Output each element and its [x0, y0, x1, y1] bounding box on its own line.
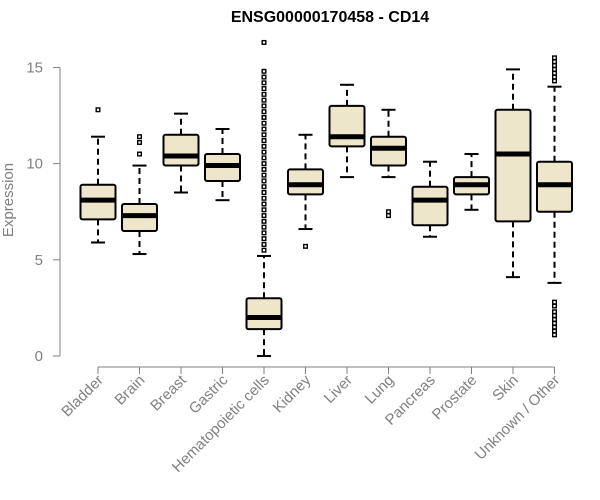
- outlier-point: [261, 207, 267, 213]
- outlier-point: [303, 243, 309, 249]
- outlier-point: [552, 78, 558, 84]
- y-axis: 0 5 10 15: [26, 59, 61, 365]
- outlier-point: [552, 74, 558, 80]
- box-group: [79, 39, 573, 357]
- iqr-box: [328, 104, 366, 148]
- iqr-box: [370, 135, 407, 167]
- outlier-point: [261, 126, 267, 132]
- outlier-point: [261, 213, 267, 219]
- x-tick-label: Kidney: [270, 371, 315, 416]
- outlier-point: [261, 39, 267, 45]
- y-axis-label: Expression: [0, 163, 17, 237]
- y-tick-label: 5: [35, 252, 43, 269]
- outlier-point: [552, 320, 558, 326]
- outlier-point: [261, 161, 267, 167]
- outlier-point: [552, 55, 558, 61]
- outlier-point: [261, 178, 267, 184]
- x-tick-label: Brain: [112, 372, 149, 409]
- outlier-point: [261, 86, 267, 92]
- outlier-point: [261, 224, 267, 230]
- box-brain: [121, 134, 158, 256]
- outlier-point: [552, 328, 558, 334]
- outlier-point: [261, 166, 267, 172]
- iqr-box: [245, 297, 283, 331]
- outlier-point: [261, 132, 267, 138]
- outlier-point: [136, 151, 142, 157]
- outlier-point: [386, 209, 392, 215]
- outlier-point: [552, 63, 558, 69]
- box-breast: [162, 112, 200, 194]
- outlier-point: [552, 309, 558, 315]
- outlier-point: [261, 201, 267, 207]
- iqr-box: [287, 168, 324, 196]
- outlier-point: [261, 114, 267, 120]
- chart-title: ENSG00000170458 - CD14: [231, 9, 429, 26]
- iqr-box: [494, 108, 532, 223]
- box-pancreas: [411, 160, 449, 238]
- box-hematopoietic-cells: [245, 39, 283, 357]
- outlier-point: [261, 155, 267, 161]
- box-gastric: [204, 128, 241, 202]
- outlier-point: [261, 109, 267, 115]
- outlier-point: [552, 332, 558, 338]
- outlier-point: [552, 299, 558, 305]
- outlier-point: [261, 138, 267, 144]
- outlier-point: [261, 120, 267, 126]
- y-tick-label: 0: [35, 348, 43, 365]
- outlier-point: [261, 143, 267, 149]
- box-skin: [494, 68, 532, 279]
- outlier-point: [261, 91, 267, 97]
- box-kidney: [287, 133, 324, 249]
- outlier-point: [552, 313, 558, 319]
- box-liver: [328, 83, 366, 179]
- outlier-point: [261, 189, 267, 195]
- outlier-point: [261, 184, 267, 190]
- outlier-point: [261, 195, 267, 201]
- x-tick-label: Liver: [321, 372, 356, 407]
- outlier-point: [552, 303, 558, 309]
- box-bladder: [79, 107, 117, 244]
- outlier-point: [261, 97, 267, 103]
- outlier-point: [552, 59, 558, 65]
- y-tick-label: 15: [26, 59, 43, 76]
- outlier-point: [261, 236, 267, 242]
- y-tick-label: 10: [26, 156, 43, 173]
- outlier-point: [386, 213, 392, 219]
- outlier-point: [261, 68, 267, 74]
- outlier-point: [552, 324, 558, 330]
- outlier-point: [261, 218, 267, 224]
- outlier-point: [261, 230, 267, 236]
- outlier-point: [261, 80, 267, 86]
- outlier-point: [261, 172, 267, 178]
- box-unknown-other: [536, 55, 573, 338]
- outlier-point: [261, 241, 267, 247]
- outlier-point: [261, 74, 267, 80]
- outlier-point: [552, 70, 558, 76]
- box-prostate: [453, 153, 490, 211]
- x-tick-label: Bladder: [58, 372, 107, 421]
- iqr-box: [411, 185, 449, 227]
- outlier-point: [261, 247, 267, 253]
- x-tick-label: Breast: [147, 371, 190, 414]
- box-lung: [370, 108, 407, 219]
- outlier-point: [261, 103, 267, 109]
- outlier-point: [136, 139, 142, 145]
- outlier-point: [261, 149, 267, 155]
- x-tick-label: Skin: [489, 372, 522, 405]
- x-tick-label: Prostate: [429, 372, 481, 424]
- outlier-point: [95, 107, 101, 113]
- outlier-point: [552, 316, 558, 322]
- outlier-point: [552, 66, 558, 72]
- iqr-box: [162, 133, 200, 167]
- outlier-point: [136, 134, 142, 140]
- x-tick-label: Lung: [362, 372, 398, 408]
